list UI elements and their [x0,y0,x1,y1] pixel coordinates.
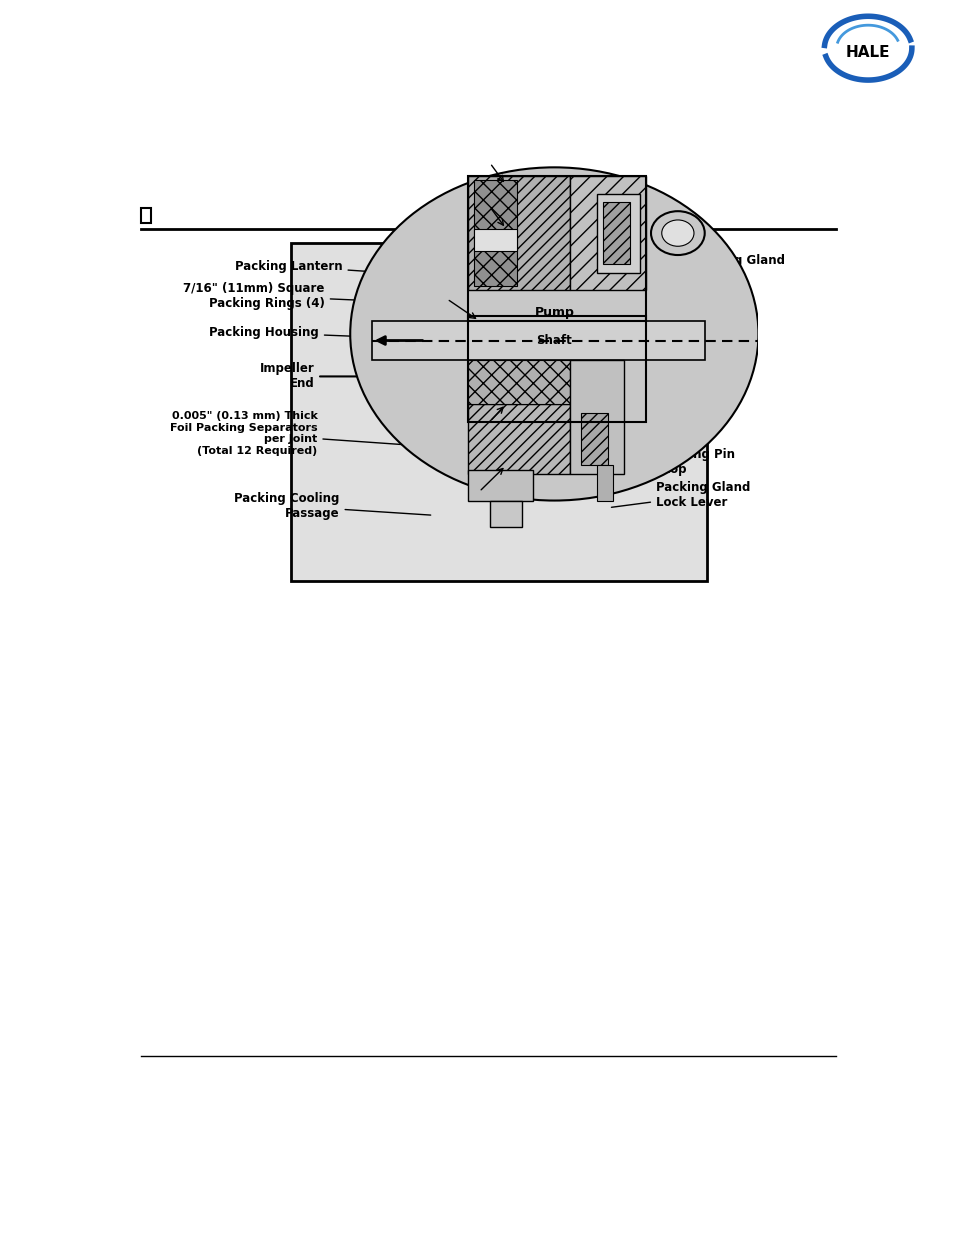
Bar [474,180,517,285]
Bar [468,404,570,474]
Bar [490,500,521,527]
Bar [570,177,645,290]
Text: 7/16" (11mm) Square
Packing Rings (4): 7/16" (11mm) Square Packing Rings (4) [183,282,447,310]
Text: Shaft: Shaft [536,333,572,347]
Bar [474,228,517,251]
Bar [597,466,613,500]
Bar [468,361,570,404]
Text: 0.005" (0.13 mm) Thick
Foil Packing Separators
per Joint
(Total 12 Required): 0.005" (0.13 mm) Thick Foil Packing Sepa… [170,411,445,456]
Text: Split Packing Gland: Split Packing Gland [593,254,784,269]
Circle shape [661,220,693,246]
Bar [468,316,645,421]
Text: Pump: Pump [534,305,574,319]
Bar [140,209,151,224]
Text: HALE: HALE [845,46,889,61]
Bar [580,412,607,466]
Bar [468,177,645,321]
Circle shape [350,168,758,500]
Bar [372,321,704,361]
Bar [468,177,570,290]
Bar [468,469,533,500]
Text: Impeller
End: Impeller End [259,362,374,390]
Bar [597,194,639,273]
Text: Spring Pin: Spring Pin [621,287,724,299]
Circle shape [650,211,704,256]
Text: Housing Pin
Stop: Housing Pin Stop [621,448,734,475]
Text: Lever Roll
Pin: Lever Roll Pin [624,420,721,447]
Text: Packing Gland
Lock Lever: Packing Gland Lock Lever [611,482,750,509]
Text: Packing Housing: Packing Housing [209,326,404,340]
Bar [570,361,623,474]
Text: Packing Cooling
Passage: Packing Cooling Passage [233,492,430,520]
Bar [602,203,629,264]
Bar [291,243,706,580]
Text: Packing Lantern: Packing Lantern [234,259,456,278]
